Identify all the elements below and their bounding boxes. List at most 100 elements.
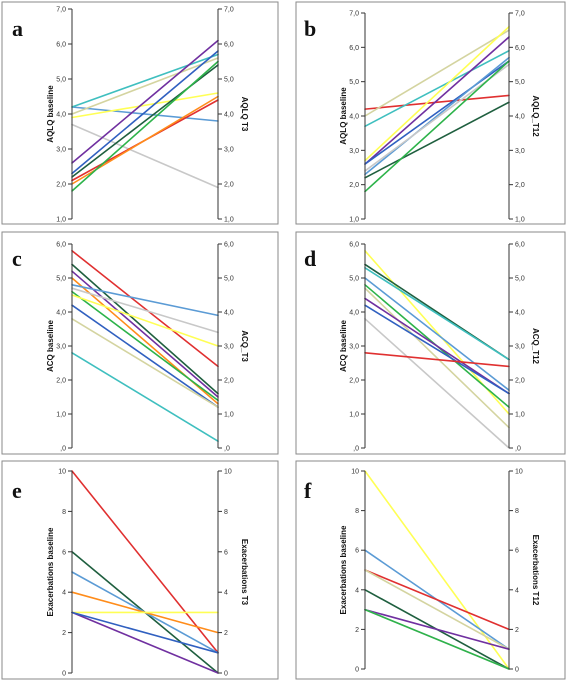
right-tick-label: 10 [224, 469, 232, 476]
series-line-6 [364, 287, 510, 429]
right-tick-label: 2,0 [224, 182, 234, 189]
left-tick-label: 6 [62, 549, 66, 556]
right-tick-label: 0 [515, 667, 519, 674]
left-tick-label: 2,0 [349, 378, 359, 385]
left-tick-label: 3,0 [349, 344, 359, 351]
left-tick-label: 3,0 [56, 344, 66, 351]
right-tick-label: 4 [224, 590, 228, 597]
series-line-6 [71, 39, 219, 164]
series-line-3 [364, 49, 510, 128]
left-tick-label: 4,0 [56, 310, 66, 317]
series-line-11 [71, 351, 219, 443]
left-tick-label: 4,0 [56, 112, 66, 119]
right-tick-label: 5,0 [224, 77, 234, 84]
right-tick-label: 5,0 [515, 79, 525, 86]
left-tick-label: 3,0 [349, 148, 359, 155]
left-tick-label: ,0 [60, 446, 66, 453]
right-tick-label: 6,0 [224, 242, 234, 249]
right-tick-label: 6,0 [224, 42, 234, 49]
right-tick-label: 6,0 [515, 45, 525, 52]
series-line-4 [364, 277, 510, 392]
series-line-3 [71, 57, 219, 115]
right-tick-label: 4,0 [224, 310, 234, 317]
left-tick-label: 4 [62, 590, 66, 597]
series-line-11 [71, 60, 219, 192]
right-tick-label: 7,0 [515, 11, 525, 18]
series-line-8 [71, 304, 219, 409]
series-line-7 [364, 56, 510, 176]
series-line-7 [71, 611, 219, 654]
right-tick-label: 1,0 [515, 217, 525, 224]
left-tick-label: 3,0 [56, 147, 66, 154]
panel-frame [295, 1, 566, 225]
right-tick-label: 3,0 [515, 344, 525, 351]
right-tick-label: 1,0 [224, 217, 234, 224]
right-tick-label: 4 [515, 587, 519, 594]
series-line-5 [71, 283, 219, 317]
left-tick-label: 2 [355, 627, 359, 634]
left-tick-label: 6,0 [56, 42, 66, 49]
series-line-4 [364, 569, 510, 651]
panel-letter: b [304, 16, 316, 41]
right-tick-label: 3,0 [515, 148, 525, 155]
left-axis-title: ACQ baseline [339, 319, 348, 372]
series-line-1 [71, 470, 219, 654]
right-tick-label: 5,0 [224, 276, 234, 283]
right-tick-label: 8 [224, 509, 228, 516]
right-tick-label: 8 [515, 508, 519, 515]
right-axis-title: AQLQ T3 [240, 97, 249, 132]
left-tick-label: 7,0 [56, 7, 66, 14]
left-axis-title: AQLQ baseline [339, 87, 348, 145]
left-tick-label: 7,0 [349, 11, 359, 18]
left-axis-title: Exacerbations baseline [339, 525, 348, 614]
series-line-9 [364, 101, 510, 179]
panel-letter: c [12, 246, 22, 271]
panel-frame [1, 460, 279, 680]
right-tick-label: 4,0 [224, 112, 234, 119]
right-tick-label: 3,0 [224, 147, 234, 154]
left-tick-label: 0 [355, 667, 359, 674]
right-tick-label: 10 [515, 469, 523, 476]
series-line-2 [364, 29, 510, 117]
series-line-5 [71, 92, 219, 119]
right-tick-label: 2 [515, 627, 519, 634]
left-tick-label: 8 [355, 508, 359, 515]
left-tick-label: 1,0 [349, 412, 359, 419]
series-line-1 [364, 94, 510, 110]
series-line-5 [364, 36, 510, 165]
chart-panel-c: ,0 ,0 1,0 1,0 2,0 2,0 3,0 3,0 4,0 4,0 5,0 5,0 6,0 6,0… [1, 231, 279, 455]
series-line-10 [71, 287, 219, 334]
left-tick-label: 10 [58, 469, 66, 476]
right-tick-label: 7,0 [224, 7, 234, 14]
right-axis-title: AQLQ_T12 [531, 95, 540, 137]
panel-letter: f [304, 478, 312, 503]
left-axis-title: Exacerbations baseline [46, 527, 55, 616]
series-line-4 [364, 25, 510, 162]
panel-letter: a [12, 16, 23, 41]
left-tick-label: 5,0 [349, 79, 359, 86]
series-line-9 [364, 317, 510, 449]
left-tick-label: 5,0 [56, 77, 66, 84]
series-line-8 [364, 304, 510, 395]
right-tick-label: 2,0 [224, 378, 234, 385]
right-tick-label: ,0 [224, 446, 230, 453]
right-tick-label: 3,0 [224, 344, 234, 351]
left-tick-label: ,0 [353, 446, 359, 453]
right-tick-label: ,0 [515, 446, 521, 453]
left-tick-label: 6 [355, 548, 359, 555]
series-line-4 [71, 123, 219, 189]
series-line-6 [364, 60, 510, 165]
left-tick-label: 5,0 [56, 276, 66, 283]
right-tick-label: 2 [224, 630, 228, 637]
left-tick-label: 4 [355, 587, 359, 594]
right-tick-label: 5,0 [515, 276, 525, 283]
series-line-3 [364, 569, 510, 631]
series-line-6 [71, 290, 219, 402]
left-axis-title: ACQ baseline [46, 319, 55, 372]
series-line-9 [71, 317, 219, 409]
left-tick-label: 6,0 [349, 45, 359, 52]
right-tick-label: 2,0 [515, 182, 525, 189]
left-tick-label: 10 [351, 469, 359, 476]
left-tick-label: 2,0 [349, 182, 359, 189]
